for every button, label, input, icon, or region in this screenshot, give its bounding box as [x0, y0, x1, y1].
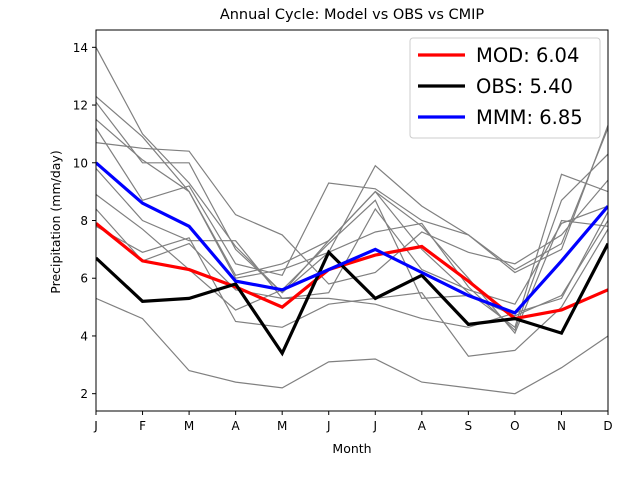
series-line-2: [96, 242, 608, 357]
y-axis-label: Precipitation (mm/day): [48, 150, 63, 293]
y-tick-label: 4: [80, 329, 88, 343]
ensemble-member-line-4: [96, 119, 608, 332]
series-line-3: [96, 161, 608, 315]
legend-label-1: MOD: 6.04: [476, 44, 579, 67]
ensemble-member-line-11: [96, 297, 608, 395]
ensemble-member-line-6: [96, 142, 608, 285]
ensemble-member-line-3: [96, 101, 608, 294]
x-tick-label: M: [277, 419, 287, 433]
y-tick-label: 14: [73, 41, 88, 55]
legend-label-3: MMM: 6.85: [476, 106, 583, 129]
x-tick-label: M: [184, 419, 194, 433]
x-tick-label: S: [465, 419, 473, 433]
plot-area: 2 4 6 8 10 12 14 J F M A M J J A S O N D: [73, 29, 613, 433]
y-tick-label: 2: [80, 387, 88, 401]
series-line-1: [96, 222, 608, 321]
x-tick-label: N: [557, 419, 566, 433]
ensemble-member-line-5: [96, 127, 608, 276]
ensemble-member-line-2: [96, 95, 608, 329]
x-tick-label: D: [603, 419, 612, 433]
x-axis-label: Month: [332, 441, 371, 456]
y-tick-label: 6: [80, 272, 88, 286]
x-tick-label: J: [372, 419, 377, 433]
legend-label-2: OBS: 5.40: [476, 75, 573, 98]
ensemble-member-line-8: [96, 194, 608, 317]
x-tick-label: J: [93, 419, 98, 433]
y-tick-label: 10: [73, 156, 88, 170]
ensemble-member-line-10: [96, 225, 608, 357]
x-tick-label: A: [418, 419, 427, 433]
x-tick-label: F: [139, 419, 146, 433]
chart-title: Annual Cycle: Model vs OBS vs CMIP: [220, 7, 485, 23]
x-tick-label: A: [232, 419, 241, 433]
legend-box: [409, 37, 601, 139]
y-tick-label: 12: [73, 99, 88, 113]
legend: MOD: 6.04 OBS: 5.40 MMM: 6.85: [409, 37, 601, 139]
series-lines: [96, 47, 608, 395]
x-tick-label: O: [510, 419, 519, 433]
x-tick-label: J: [326, 419, 331, 433]
ensemble-member-line-7: [96, 168, 608, 305]
y-tick-label: 8: [80, 214, 88, 228]
